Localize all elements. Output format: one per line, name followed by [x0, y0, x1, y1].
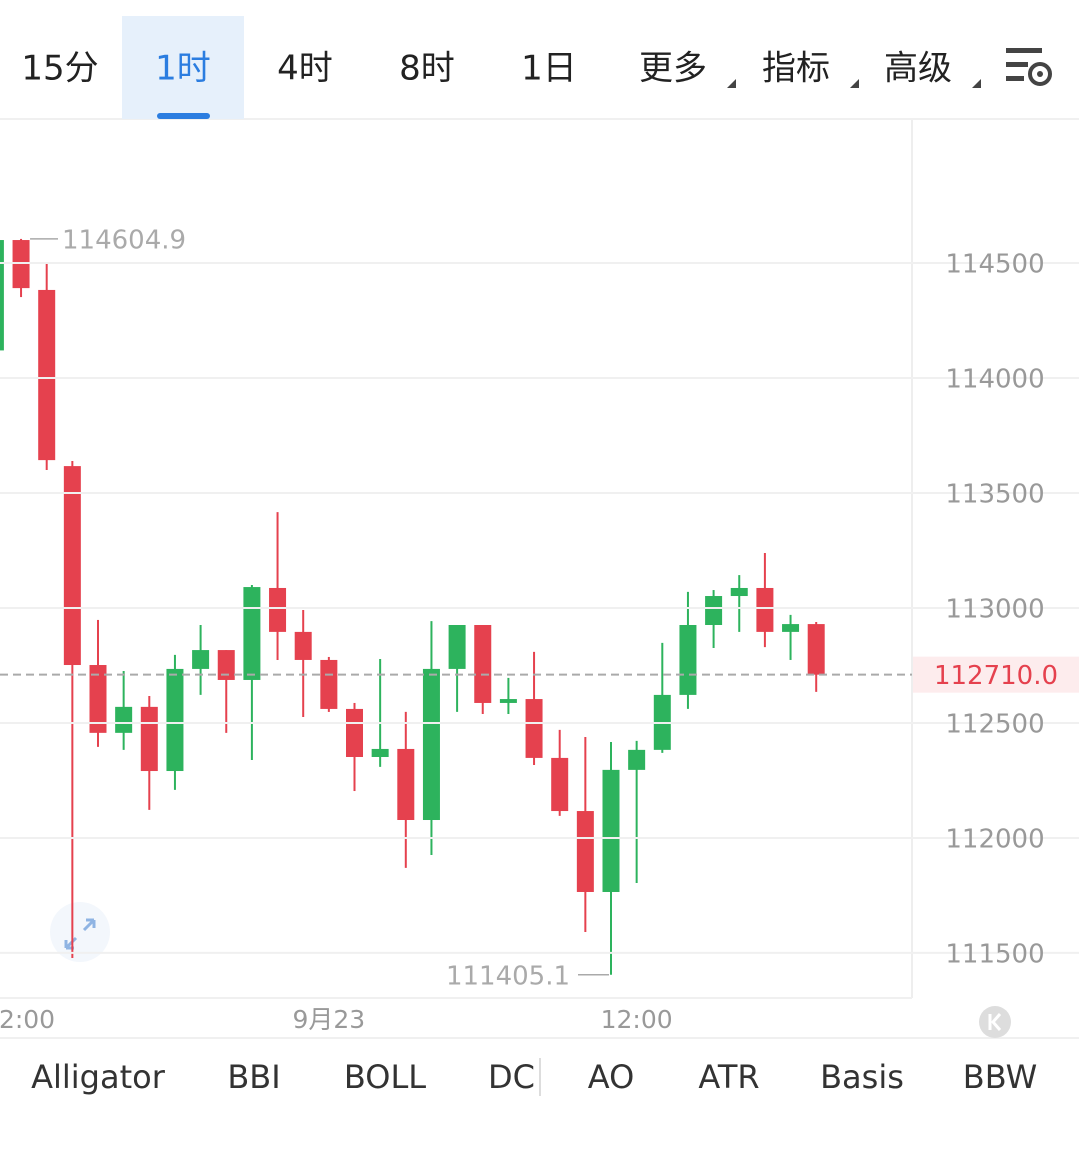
dropdown-arrow: [972, 79, 981, 88]
candle-body: [730, 587, 748, 597]
candle-body: [217, 650, 235, 680]
candle-body: [371, 748, 389, 757]
last-price-label: 112710.0: [934, 661, 1058, 691]
indicator-tab[interactable]: BBW: [963, 1058, 1037, 1096]
candle-body: [448, 624, 466, 669]
tab[interactable]: 高级: [884, 49, 952, 89]
y-tick-label: 114500: [945, 250, 1044, 280]
tab[interactable]: 15分: [21, 49, 98, 89]
candle-body: [166, 668, 184, 772]
indicator-tab[interactable]: Basis: [820, 1058, 904, 1096]
candle-body: [422, 668, 440, 821]
candle-body: [0, 240, 4, 351]
low-label: 111405.1: [446, 961, 570, 991]
scroll-end-icon: [988, 1013, 1002, 1031]
high-label: 114604.9: [62, 225, 186, 255]
plot: [0, 238, 825, 975]
x-tick-label: 2:00: [0, 1005, 55, 1034]
x-tick-label: 9月23: [292, 1005, 365, 1034]
candle-body: [294, 631, 312, 660]
candle-body: [38, 289, 56, 461]
expand-icon: [64, 918, 96, 950]
indicator-tab[interactable]: DC: [488, 1058, 535, 1096]
tab[interactable]: 更多: [639, 49, 707, 89]
candle-body: [525, 699, 543, 758]
candle-body: [499, 699, 517, 703]
candle-body: [782, 624, 800, 632]
candle-body: [192, 650, 210, 669]
candle-body: [576, 811, 594, 892]
tab[interactable]: 1时: [155, 49, 211, 89]
candle-body: [115, 706, 133, 733]
y-tick-label: 113500: [945, 480, 1044, 510]
indicator-tab[interactable]: AO: [588, 1058, 635, 1096]
candle-body: [602, 769, 620, 892]
candle-body: [679, 624, 697, 695]
candle-body: [140, 706, 158, 772]
y-tick-label: 114000: [945, 365, 1044, 395]
candle-body: [243, 587, 261, 680]
tab[interactable]: 1日: [521, 49, 577, 89]
candle-body: [397, 748, 415, 821]
candle-body: [807, 624, 825, 675]
indicator-tab[interactable]: BOLL: [344, 1058, 426, 1096]
y-tick-label: 112000: [945, 824, 1044, 854]
candle-body: [705, 596, 723, 625]
active-tab-underline: [157, 113, 210, 119]
candle-body: [628, 749, 646, 770]
tab[interactable]: 8时: [399, 49, 455, 89]
settings-icon[interactable]: [1006, 48, 1052, 86]
candle-body: [12, 240, 30, 289]
candle-body: [474, 624, 492, 703]
dropdown-arrow: [727, 79, 736, 88]
last-price-box: [913, 656, 1079, 693]
x-tick-label: 12:00: [601, 1005, 673, 1034]
candle-body: [756, 587, 774, 632]
y-tick-label: 112500: [945, 709, 1044, 739]
tab[interactable]: 4时: [277, 49, 333, 89]
indicator-tab[interactable]: Alligator: [31, 1058, 166, 1096]
active-tab-bg: [122, 16, 244, 119]
indicator-tab[interactable]: BBI: [227, 1058, 280, 1096]
indicator-tab[interactable]: ATR: [698, 1058, 759, 1096]
y-tick-label: 111500: [945, 939, 1044, 969]
candle-body: [269, 587, 287, 632]
dropdown-arrow: [850, 79, 859, 88]
y-tick-label: 113000: [945, 594, 1044, 624]
candle-body: [63, 466, 81, 666]
tab[interactable]: 指标: [762, 49, 830, 89]
candle-body: [89, 665, 107, 733]
candle-body: [346, 708, 363, 757]
candle-body: [551, 757, 569, 812]
scroll-end-button[interactable]: [979, 1006, 1011, 1038]
candle-body: [320, 659, 338, 709]
